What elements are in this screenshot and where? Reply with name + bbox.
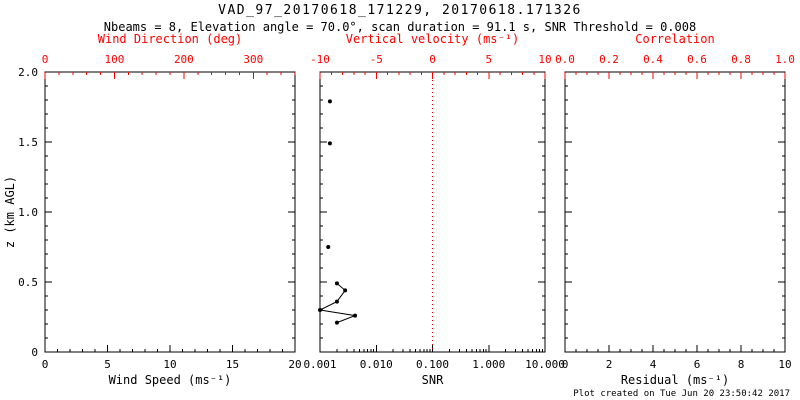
wind-speed-panel-bottom-axis: 0 5 10 15 20 Wind Speed (ms⁻¹) [42, 345, 302, 387]
residual-panel-top-axis-label: Correlation [635, 32, 714, 46]
top-tick-label: 300 [243, 53, 263, 66]
x-tick-label: 0.100 [416, 358, 449, 371]
snr-panel-top-axis: -10 -5 0 5 10 Vertical velocity (ms⁻¹) [310, 32, 552, 79]
data-point [334, 281, 339, 286]
top-tick-label: 100 [105, 53, 125, 66]
snr-panel-bottom-axis: 0.001 0.010 0.100 1.000 10.000 SNR [303, 345, 565, 387]
wind-speed-panel-top-axis-label: Wind Direction (deg) [98, 32, 243, 46]
x-tick-label: 2 [606, 358, 613, 371]
wind-speed-panel-frame [44, 71, 296, 353]
y-tick-label: 1.0 [18, 206, 38, 219]
data-point [327, 99, 332, 104]
wind-speed-panel: 0 5 10 15 20 Wind Speed (ms⁻¹) 0 100 200 300Wind … [3, 32, 302, 387]
plot-title: VAD_97_20170618_171229, 20170618.171326 [218, 3, 582, 18]
residual-panel-y-axis [565, 71, 785, 353]
top-tick-label: -5 [370, 53, 383, 66]
top-tick-label: 0.4 [643, 53, 663, 66]
x-tick-label: 0.001 [303, 358, 336, 371]
x-tick-label: 10.000 [525, 358, 565, 371]
data-point [334, 299, 339, 304]
residual-panel: 0 2 4 6 8 10 Residual (ms⁻¹) 0.0 0.2 0.4 0.6 0.8 1.0… [555, 32, 795, 387]
residual-panel-bottom-axis: 0 2 4 6 8 10 Residual (ms⁻¹) [562, 345, 792, 387]
wind-speed-panel-y-axis: 0 0.5 1.0 1.5 2.0 z (km AGL) [3, 66, 295, 359]
x-tick-label: 0.010 [360, 358, 393, 371]
snr-profile-line [318, 281, 358, 325]
snr-panel-y-axis [320, 71, 545, 353]
data-point [353, 313, 358, 318]
x-tick-label: 15 [226, 358, 239, 371]
top-tick-label: 0.2 [599, 53, 619, 66]
x-tick-label: 8 [738, 358, 745, 371]
creation-timestamp: Plot created on Tue Jun 20 23:50:42 2017 [573, 389, 790, 399]
top-tick-label: 200 [174, 53, 194, 66]
top-tick-label: 10 [538, 53, 551, 66]
top-tick-label: 0 [42, 53, 49, 66]
data-point [326, 245, 331, 249]
top-tick-label: -10 [310, 53, 330, 66]
top-tick-label: 0.6 [687, 53, 707, 66]
x-tick-label: 0 [562, 358, 569, 371]
snr-panel: 0.001 0.010 0.100 1.000 10.000 SNR -10 -5 0 5 10 Ve… [303, 32, 564, 387]
x-tick-label: 10 [163, 358, 176, 371]
data-point [334, 320, 339, 325]
top-tick-label: 1.0 [775, 53, 795, 66]
x-tick-label: 4 [650, 358, 657, 371]
data-point [343, 288, 348, 293]
residual-panel-top-axis: 0.0 0.2 0.4 0.6 0.8 1.0 Correlation [555, 32, 795, 79]
y-axis-label: z (km AGL) [3, 176, 17, 248]
snr-isolated-points [326, 99, 332, 249]
wind-speed-panel-x-axis-label: Wind Speed (ms⁻¹) [109, 373, 232, 387]
x-tick-label: 20 [288, 358, 301, 371]
data-point [318, 308, 322, 312]
x-tick-label: 1.000 [472, 358, 505, 371]
plot-subtitle: Nbeams = 8, Elevation angle = 70.0°, sca… [103, 20, 697, 34]
y-tick-label: 0 [31, 346, 38, 359]
x-tick-label: 0 [42, 358, 49, 371]
y-tick-label: 2.0 [18, 66, 38, 79]
y-tick-label: 1.5 [18, 136, 38, 149]
y-tick-label: 0.5 [18, 276, 38, 289]
data-point [327, 141, 332, 146]
snr-panel-top-axis-label: Vertical velocity (ms⁻¹) [346, 32, 519, 46]
residual-panel-x-axis-label: Residual (ms⁻¹) [621, 373, 729, 387]
residual-panel-frame [564, 71, 786, 353]
snr-panel-x-axis-label: SNR [422, 373, 444, 387]
top-tick-label: 0.8 [731, 53, 751, 66]
x-tick-label: 6 [694, 358, 701, 371]
x-tick-label: 10 [778, 358, 791, 371]
x-tick-label: 5 [104, 358, 111, 371]
top-tick-label: 0 [429, 53, 436, 66]
top-tick-label: 0.0 [555, 53, 575, 66]
top-tick-label: 5 [485, 53, 492, 66]
